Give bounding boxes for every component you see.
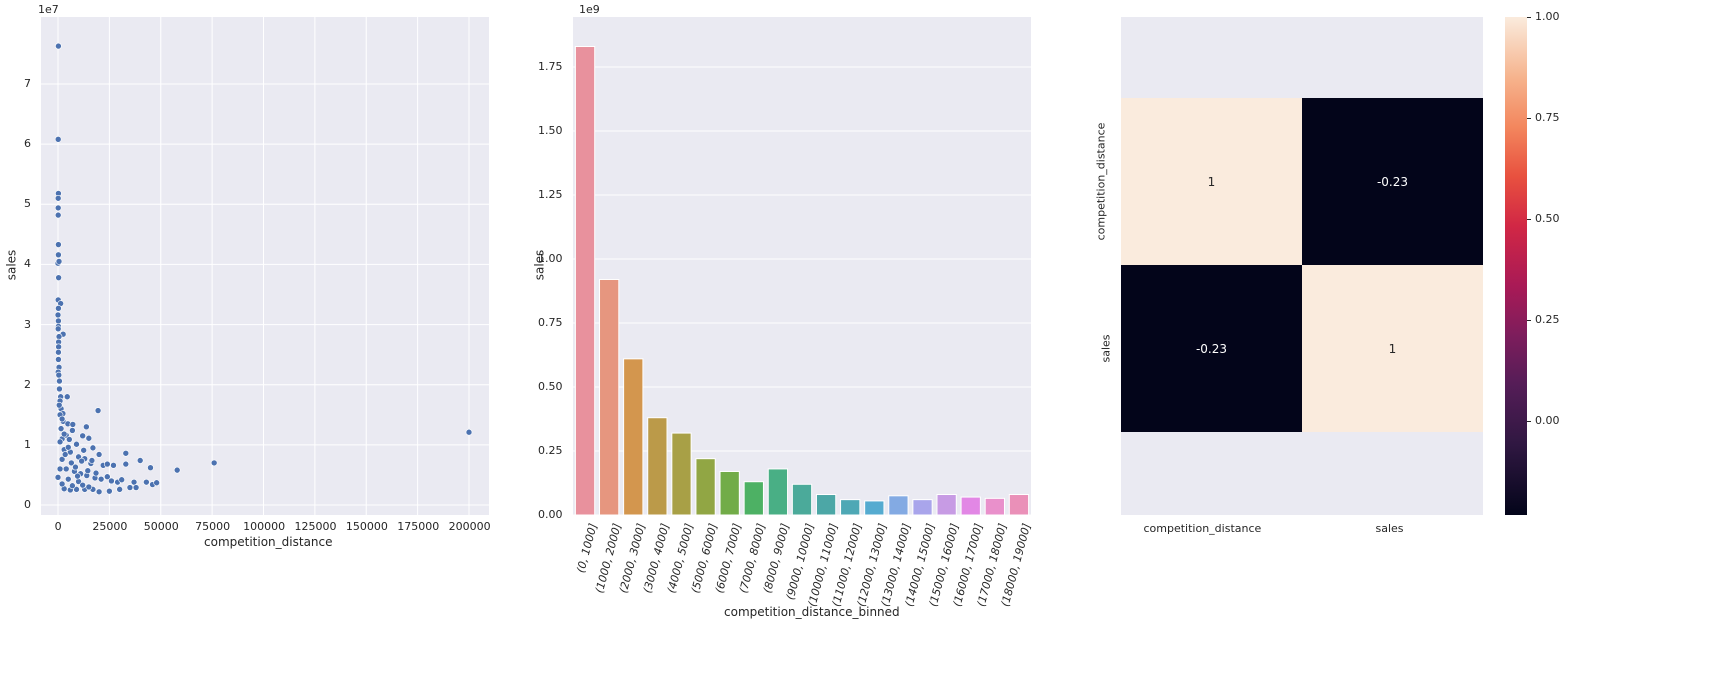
- scatter-y-offset-label: 1e7: [38, 3, 59, 16]
- bar: [599, 278, 620, 516]
- bar: [767, 468, 789, 516]
- bar-y-tick: 0.25: [538, 444, 563, 457]
- colorbar-tick-mark: [1527, 320, 1531, 321]
- bar: [864, 500, 885, 516]
- scatter-y-tick: 3: [24, 317, 31, 331]
- bar: [671, 432, 692, 516]
- heatmap-x-label: sales: [1375, 522, 1404, 535]
- bar: [743, 481, 764, 516]
- scatter-x-tick: 150000: [345, 520, 388, 533]
- colorbar-tick-label: 0.50: [1535, 212, 1560, 225]
- bar: [984, 497, 1005, 516]
- bar: [791, 483, 813, 516]
- bar-x-axis-label: competition_distance_binned: [724, 605, 900, 619]
- scatter-y-tick: 7: [24, 77, 31, 90]
- colorbar: [1505, 17, 1527, 515]
- colorbar-tick-label: 1.00: [1535, 10, 1560, 23]
- heatmap-cell: 1: [1121, 98, 1302, 265]
- scatter-x-axis-label: competition_distance: [204, 535, 333, 549]
- bar: [695, 458, 716, 516]
- bar-y-tick: 1.75: [538, 60, 563, 73]
- scatter-x-tick: 25000: [92, 520, 128, 533]
- bar: [1008, 494, 1030, 516]
- colorbar-tick-mark: [1527, 219, 1531, 220]
- heatmap-x-label: competition_distance: [1143, 522, 1262, 535]
- colorbar-tick-label: 0.00: [1535, 414, 1560, 427]
- heatmap-y-label: competition_distance: [1094, 122, 1108, 240]
- scatter-x-tick: 100000: [243, 520, 286, 533]
- heatmap-cell: 1: [1302, 265, 1483, 432]
- scatter-y-tick: 6: [24, 137, 31, 151]
- colorbar-tick-mark: [1527, 118, 1531, 119]
- bar: [647, 417, 668, 516]
- scatter-y-tick: 2: [24, 377, 31, 391]
- scatter-x-tick: 125000: [294, 520, 337, 533]
- heatmap-y-label: sales: [1099, 333, 1113, 363]
- scatter-y-tick: 5: [24, 197, 31, 211]
- bar: [719, 470, 740, 516]
- bar-y-offset-label: 1e9: [579, 3, 600, 16]
- bar: [574, 46, 596, 516]
- colorbar-tick-mark: [1527, 421, 1531, 422]
- scatter-axes: [41, 17, 489, 515]
- bar-y-tick: 0.00: [538, 508, 563, 521]
- bar: [815, 494, 837, 516]
- scatter-x-tick: 75000: [195, 520, 231, 533]
- scatter-y-tick: 1: [24, 437, 31, 451]
- heatmap-cell: -0.23: [1302, 98, 1483, 265]
- bar: [888, 495, 909, 516]
- heatmap-cell: -0.23: [1121, 265, 1302, 432]
- bar-y-axis-label: sales: [532, 249, 547, 281]
- colorbar-tick-label: 0.75: [1535, 111, 1560, 124]
- scatter-x-tick: 200000: [448, 520, 491, 533]
- colorbar-tick-mark: [1527, 17, 1531, 18]
- bar: [960, 496, 981, 516]
- bar: [912, 499, 933, 516]
- scatter-x-tick: 50000: [143, 520, 179, 533]
- colorbar-tick-label: 0.25: [1535, 313, 1560, 326]
- bar: [840, 499, 861, 516]
- bar: [936, 494, 957, 516]
- scatter-x-tick: 0: [54, 520, 62, 533]
- bar-y-tick: 1.25: [538, 188, 563, 201]
- scatter-x-tick: 175000: [397, 520, 440, 533]
- bar-y-tick: 1.50: [538, 124, 563, 137]
- bar-y-tick: 0.75: [538, 316, 563, 329]
- bar-y-tick: 1.00: [538, 252, 563, 265]
- scatter-y-tick: 4: [24, 257, 31, 271]
- bar: [623, 358, 644, 516]
- scatter-y-tick: 0: [24, 498, 31, 511]
- bar-y-tick: 0.50: [538, 380, 563, 393]
